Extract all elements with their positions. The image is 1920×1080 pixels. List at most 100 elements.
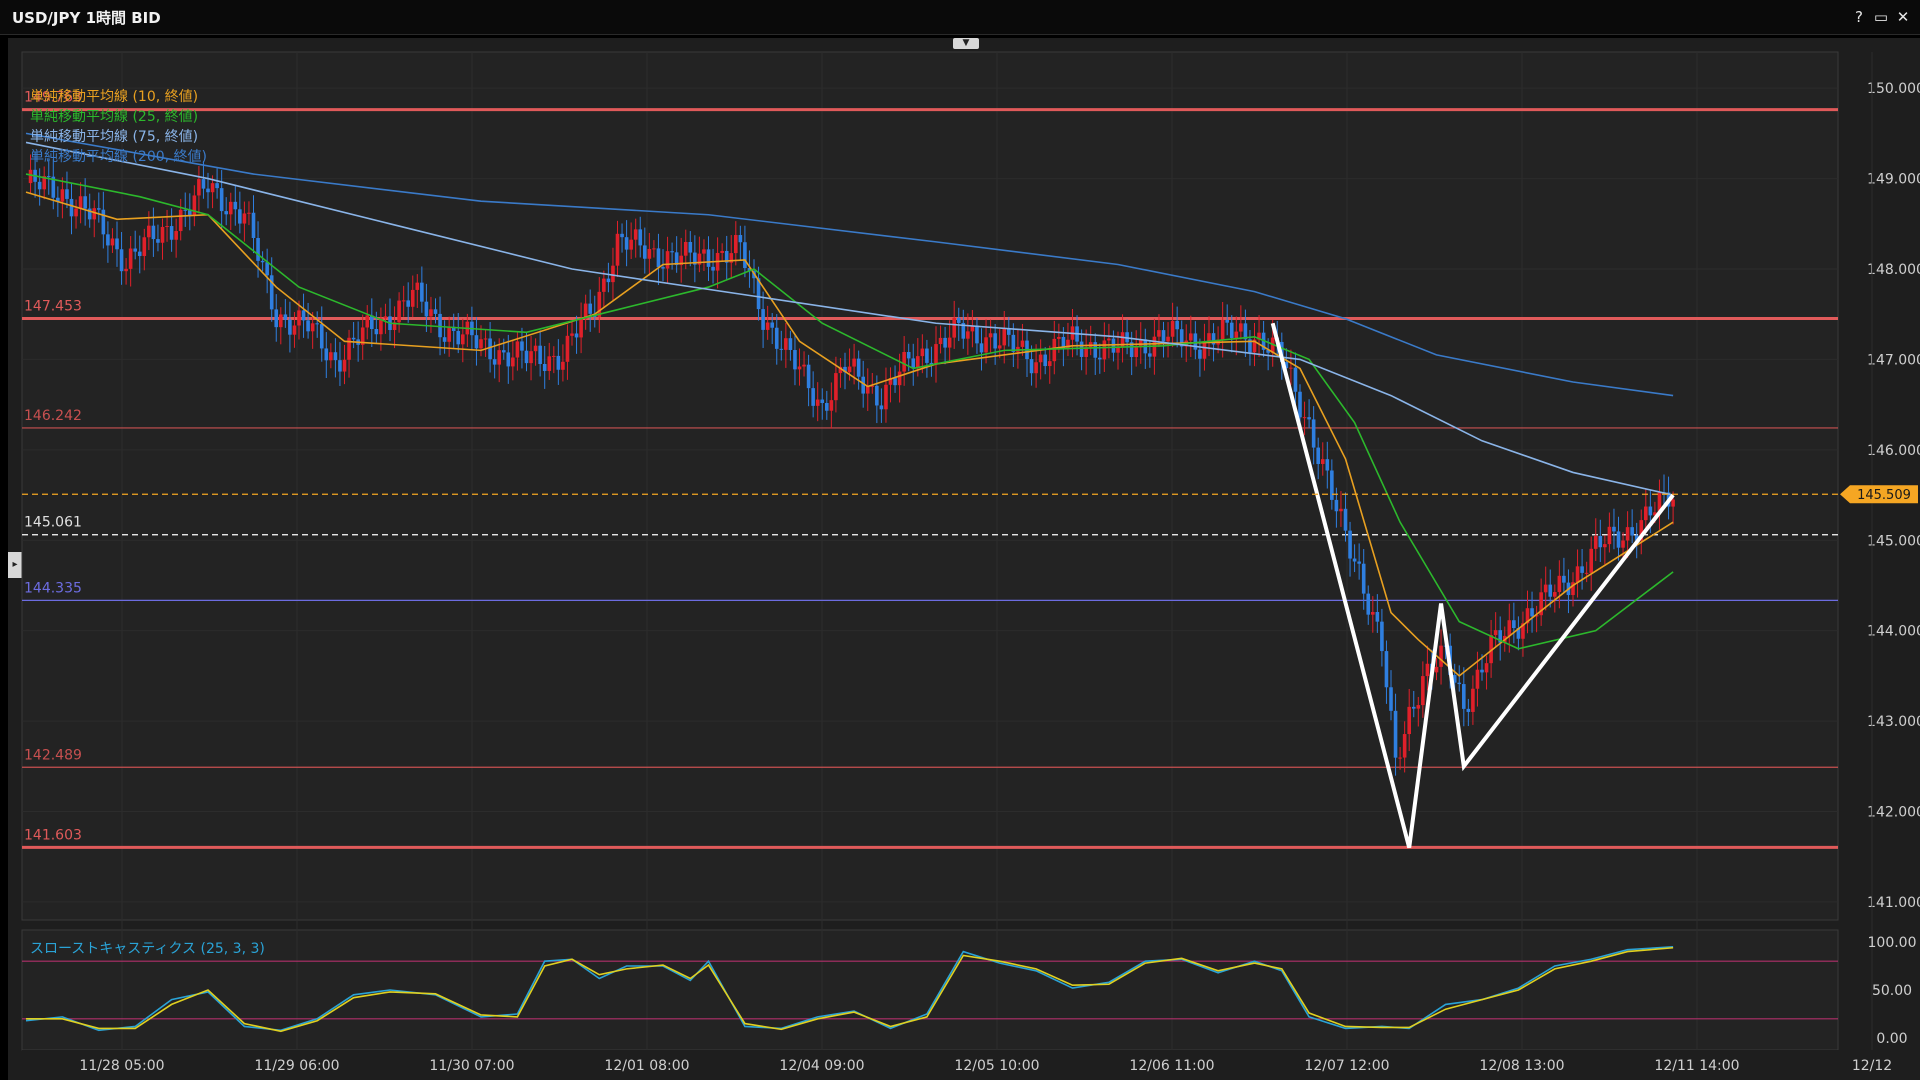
candle-body <box>597 291 602 317</box>
candle-body <box>447 326 451 342</box>
candle-body <box>879 405 884 410</box>
candle-body <box>906 352 911 359</box>
candle-body <box>1011 334 1016 352</box>
candle-body <box>1252 339 1257 353</box>
candle-body <box>1293 367 1298 392</box>
y-tick-label: 148.000 <box>1867 262 1920 278</box>
candle-body <box>301 310 306 321</box>
candle-body <box>825 403 829 411</box>
candle-body <box>1616 531 1621 548</box>
candle-body <box>1612 526 1616 532</box>
candle-body <box>492 359 497 365</box>
level-label: 147.453 <box>24 298 82 314</box>
candle-body <box>570 333 574 336</box>
candle-body <box>520 341 524 351</box>
price-axis-panel <box>1840 52 1920 1080</box>
title-bar: USD/JPY 1時間 BID ? ▭ ✕ <box>0 0 1920 35</box>
candle-body <box>743 242 747 269</box>
candle-body <box>319 324 324 349</box>
candle-body <box>442 337 447 342</box>
candle-body <box>1229 322 1234 338</box>
candle-body <box>1493 630 1498 636</box>
candle-body <box>420 282 424 302</box>
candle-body <box>1516 628 1521 639</box>
candle-body <box>583 303 588 319</box>
candle-body <box>542 364 547 371</box>
candle-body <box>151 225 156 240</box>
candle-body <box>1166 336 1170 342</box>
candle-body <box>683 241 688 256</box>
candle-body <box>1371 612 1375 615</box>
candle-body <box>333 352 338 361</box>
collapse-toggle-icon[interactable]: ▼ <box>953 38 979 49</box>
candle-body <box>233 201 238 210</box>
candle-body <box>1189 333 1193 341</box>
candle-body <box>1521 623 1525 639</box>
side-panel-toggle-icon[interactable]: ▸ <box>8 552 22 578</box>
candle-body <box>1644 506 1648 521</box>
candle-body <box>1630 527 1634 536</box>
stochastic-tick-label: 50.00 <box>1872 983 1912 999</box>
candle-body <box>1339 508 1343 512</box>
candle-body <box>1361 563 1366 594</box>
candle-body <box>838 366 843 374</box>
x-tick-label: 12/06 11:00 <box>1129 1058 1214 1074</box>
y-tick-label: 141.000 <box>1867 895 1920 911</box>
candle-body <box>811 388 815 406</box>
x-tick-label: 12/11 14:00 <box>1654 1058 1739 1074</box>
candle-body <box>392 322 397 331</box>
candle-body <box>247 212 251 214</box>
close-button[interactable]: ✕ <box>1896 8 1910 26</box>
candle-body <box>533 345 538 352</box>
candle-body <box>724 250 729 263</box>
level-label: 146.242 <box>24 408 82 424</box>
candle-body <box>806 364 811 389</box>
stochastic-pane <box>21 929 1839 1051</box>
candle-body <box>501 350 506 353</box>
candle-body <box>970 325 975 332</box>
candle-body <box>46 176 51 178</box>
candle-body <box>1239 323 1243 332</box>
candle-body <box>110 238 115 246</box>
candle-body <box>401 300 406 302</box>
candle-body <box>893 378 897 386</box>
y-tick-label: 145.000 <box>1867 533 1920 549</box>
candle-body <box>1525 608 1530 624</box>
x-tick-label: 12/07 12:00 <box>1304 1058 1389 1074</box>
candle-body <box>265 262 269 276</box>
candle-body <box>242 213 247 224</box>
candle-body <box>993 333 997 349</box>
current-price-label: 145.509 <box>1857 488 1911 503</box>
level-label: 145.061 <box>24 515 82 531</box>
candle-body <box>870 385 875 387</box>
x-tick-label: 12/08 13:00 <box>1479 1058 1564 1074</box>
candle-body <box>1284 362 1289 369</box>
candle-body <box>665 251 670 269</box>
ma-line <box>25 191 1674 677</box>
candle-body <box>410 289 415 307</box>
level-label: 149.763 <box>24 90 82 106</box>
candle-body <box>188 210 192 215</box>
candle-body <box>1334 499 1339 512</box>
candle-body <box>1421 676 1425 706</box>
stochastic-d-line <box>26 946 1674 1033</box>
candle-body <box>219 188 224 212</box>
candle-body <box>406 300 410 307</box>
candle-body <box>952 317 956 338</box>
help-button[interactable]: ? <box>1855 8 1863 26</box>
candle-body <box>124 268 128 272</box>
candle-body <box>815 399 820 406</box>
maximize-button[interactable]: ▭ <box>1873 8 1889 26</box>
candle-body <box>165 226 169 228</box>
ma-line <box>25 141 1674 496</box>
y-tick-label: 143.000 <box>1867 714 1920 730</box>
candle-body <box>779 348 784 350</box>
candle-body <box>1480 669 1484 673</box>
candle-body <box>1302 417 1307 419</box>
candle-body <box>984 337 988 353</box>
candle-body <box>283 314 288 320</box>
candle-body <box>602 278 606 292</box>
candle-body <box>574 333 579 338</box>
candle-body <box>934 344 938 365</box>
